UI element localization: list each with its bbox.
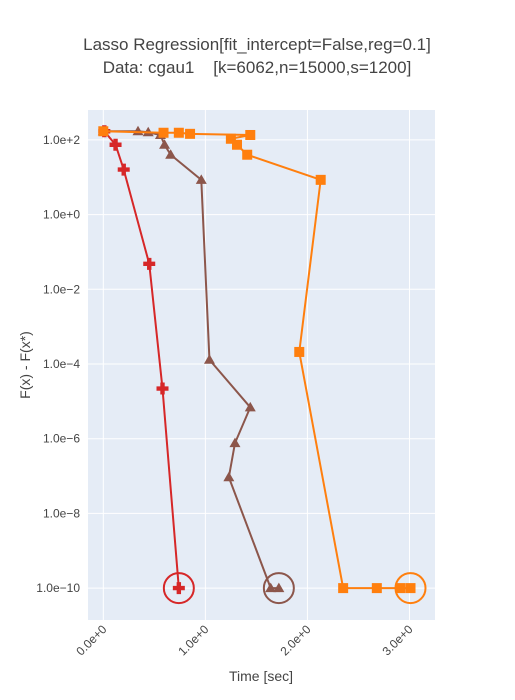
marker xyxy=(172,582,185,595)
y-tick-label: 1.0e−2 xyxy=(43,282,80,296)
chart-subtitle: Data: cgau1 [k=6062,n=15000,s=1200] xyxy=(103,58,412,77)
y-tick-label: 1.0e+0 xyxy=(43,208,80,222)
y-axis-title: F(x) - F(x*) xyxy=(17,331,33,399)
y-tick-label: 1.0e−6 xyxy=(43,432,80,446)
marker xyxy=(395,583,406,594)
marker xyxy=(294,346,305,357)
y-tick-label: 1.0e+2 xyxy=(43,133,80,147)
marker xyxy=(244,401,256,412)
y-tick-label: 1.0e−10 xyxy=(36,581,80,595)
plot-area xyxy=(88,110,435,620)
marker xyxy=(232,139,243,150)
marker xyxy=(315,174,326,185)
marker xyxy=(229,437,241,448)
marker xyxy=(156,382,169,395)
marker xyxy=(265,582,277,593)
marker xyxy=(165,149,177,159)
marker xyxy=(143,257,156,270)
marker xyxy=(185,128,196,139)
marker xyxy=(371,583,382,594)
marker xyxy=(98,126,109,137)
marker xyxy=(223,471,235,482)
y-tick-label: 1.0e−4 xyxy=(43,357,80,371)
chart-title: Lasso Regression[fit_intercept=False,reg… xyxy=(83,35,431,54)
marker xyxy=(242,149,253,160)
marker xyxy=(225,133,236,144)
final-point-ring xyxy=(262,572,295,605)
final-point-ring xyxy=(394,572,427,605)
y-tick-label: 1.0e−8 xyxy=(43,506,80,520)
marker xyxy=(195,174,207,184)
marker xyxy=(159,139,171,149)
marker xyxy=(273,582,285,593)
marker xyxy=(338,583,349,594)
marker xyxy=(245,129,256,140)
marker xyxy=(405,583,416,594)
marker xyxy=(109,138,122,151)
marker xyxy=(173,127,184,138)
marker xyxy=(117,163,130,176)
marker xyxy=(158,127,169,138)
final-point-ring xyxy=(162,572,195,605)
marker xyxy=(203,354,215,364)
x-axis-title: Time [sec] xyxy=(229,668,293,684)
